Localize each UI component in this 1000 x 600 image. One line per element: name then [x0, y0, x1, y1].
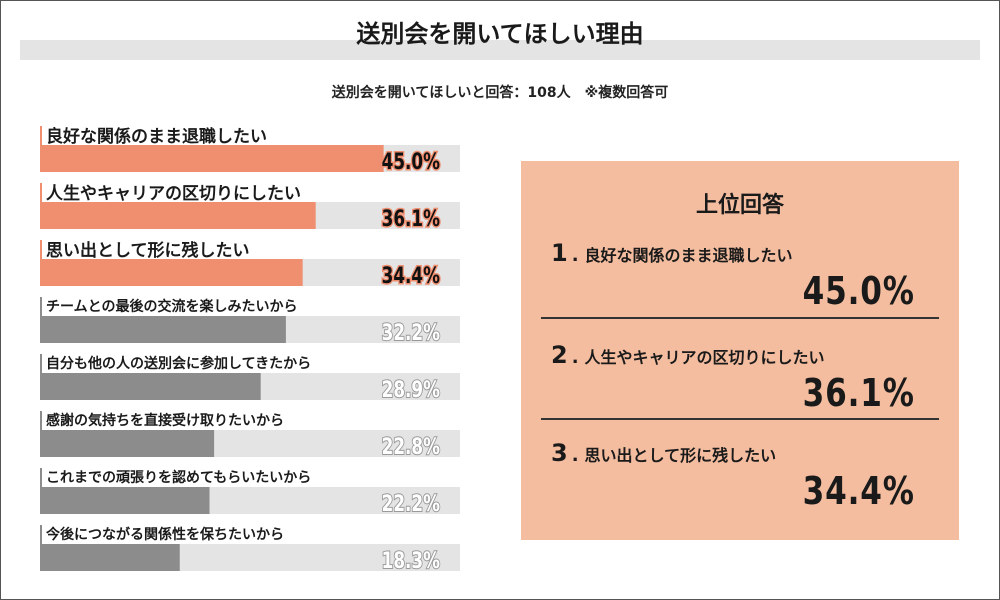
rank-label: 良好な関係のまま退職したい [584, 246, 793, 265]
bar [40, 145, 384, 172]
bar-value-label: 22.8% [382, 434, 440, 460]
rank-separator [541, 317, 939, 319]
bar-category-label: 自分も他の人の送別会に参加してきたから [46, 355, 311, 372]
rank-separator [541, 418, 939, 420]
bar-accent [40, 126, 42, 172]
bar-category-label: 人生やキャリアの区切りにしたい [46, 183, 301, 204]
bar-value-label: 34.4% [382, 263, 440, 289]
bar-value-label: 28.9% [382, 377, 440, 403]
bar-value-label: 32.2% [382, 320, 440, 346]
chart-title: 送別会を開いてほしい理由 [356, 20, 644, 48]
bar-category-label: 良好な関係のまま退職したい [46, 126, 267, 147]
rank-value: 34.4% [802, 469, 915, 513]
bar-category-label: チームとの最後の交流を楽しみたいから [46, 298, 297, 315]
rank-dot: . [571, 347, 579, 368]
bar [40, 202, 316, 229]
rank-number: 2 [551, 341, 568, 369]
bar [40, 487, 210, 514]
rank-label: 思い出として形に残したい [584, 446, 777, 465]
bar-accent [40, 525, 42, 571]
bar-category-label: 今後につながる関係性を保ちたいから [45, 526, 284, 543]
bar-accent [40, 183, 42, 229]
rank-dot: . [571, 245, 579, 266]
chart-subtitle: 送別会を開いてほしいと回答：108人 ※複数回答可 [331, 85, 669, 101]
bar [40, 316, 286, 343]
bar [40, 373, 261, 400]
bar-accent [40, 297, 42, 343]
bar-category-label: これまでの頑張りを認めてもらいたいから [46, 469, 311, 486]
bar [40, 430, 215, 457]
bar-accent [40, 240, 42, 286]
bar-accent [40, 411, 42, 457]
rank-number: 3 [551, 439, 568, 467]
rank-value: 36.1% [802, 371, 915, 415]
panel-title: 上位回答 [695, 193, 784, 218]
title-band [20, 40, 980, 60]
bar-value-label: 22.2% [382, 491, 440, 517]
rank-label: 人生やキャリアの区切りにしたい [584, 348, 825, 367]
bar [40, 259, 303, 286]
bar-category-label: 感謝の気持ちを直接受け取りたいから [46, 412, 284, 429]
rank-value: 45.0% [802, 269, 915, 313]
bar-value-label: 36.1% [382, 206, 440, 232]
rank-dot: . [571, 445, 579, 466]
top-answers-panel: 上位回答 1. 良好な関係のまま退職したい 45.0% 2. 人生やキャリアの区切り… [521, 161, 959, 540]
bar-accent [40, 468, 42, 514]
bar [40, 544, 180, 571]
bar-value-label: 45.0% [382, 149, 440, 175]
bar-accent [40, 354, 42, 400]
rank-number: 1 [551, 239, 568, 267]
bar-category-label: 思い出として形に残したい [46, 240, 250, 261]
bar-value-label: 18.3% [382, 548, 440, 574]
